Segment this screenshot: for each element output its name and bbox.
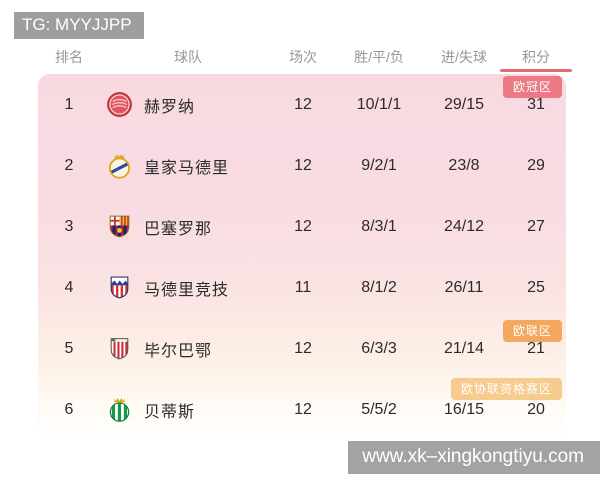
points-cell: 29 — [527, 156, 545, 174]
rank-cell: 1 — [64, 95, 74, 113]
girona-crest-icon — [107, 92, 132, 117]
table-row-atletico-madrid[interactable]: 4 马德里竞技 — [38, 257, 566, 318]
conference-league-zone-badge: 欧协联资格赛区 — [450, 378, 562, 400]
rank-cell: 2 — [64, 156, 74, 174]
header-points-label: 积分 — [522, 49, 550, 65]
team-name: 皇家马德里 — [144, 159, 230, 177]
header-win-draw-loss: 胜/平/负 — [354, 49, 404, 65]
header-points: 积分 — [500, 47, 572, 72]
table-row-real-madrid[interactable]: 2 皇家马德里 12 9/2/1 23/8 29 — [38, 135, 566, 196]
site-watermark: www.xk–xingkongtiyu.com — [348, 441, 600, 474]
team-name: 毕尔巴鄂 — [144, 342, 213, 360]
rank-cell: 5 — [64, 339, 74, 357]
barcelona-crest-icon — [109, 215, 130, 238]
played-cell: 12 — [294, 156, 312, 174]
played-cell: 12 — [294, 95, 312, 113]
goals-cell: 26/11 — [444, 278, 484, 296]
rank-cell: 3 — [64, 217, 74, 235]
wdl-cell: 10/1/1 — [356, 95, 402, 113]
team-name: 马德里竞技 — [144, 281, 230, 299]
played-cell: 12 — [294, 217, 312, 235]
telegram-watermark: TG: MYYJJPP — [14, 12, 144, 39]
goals-cell: 21/14 — [443, 339, 485, 357]
table-header-row: 排名 球队 场次 胜/平/负 进/失球 积分 — [38, 44, 572, 72]
wdl-cell: 8/3/1 — [361, 217, 397, 235]
europa-league-zone-badge: 欧联区 — [502, 320, 562, 342]
header-team: 球队 — [174, 49, 202, 65]
points-cell: 27 — [527, 217, 545, 235]
champions-league-zone-badge: 欧冠区 — [502, 76, 562, 98]
atletico-madrid-crest-icon — [110, 276, 129, 299]
header-rank: 排名 — [55, 49, 83, 65]
points-column-underline — [500, 69, 572, 72]
table-row-athletic-bilbao[interactable]: 欧联区 5 — [38, 318, 566, 379]
points-cell: 20 — [527, 400, 545, 418]
goals-cell: 16/15 — [443, 400, 485, 418]
played-cell: 12 — [294, 339, 312, 357]
header-played: 场次 — [289, 49, 317, 65]
real-madrid-crest-icon — [109, 154, 130, 179]
table-row-girona[interactable]: 欧冠区 1 赫罗纳 12 10/1/1 29/15 31 — [38, 74, 566, 135]
header-goals: 进/失球 — [441, 49, 487, 65]
wdl-cell: 8/1/2 — [361, 278, 397, 296]
real-betis-crest-icon — [109, 398, 130, 422]
points-cell: 25 — [527, 278, 545, 296]
team-name: 巴塞罗那 — [144, 220, 213, 238]
team-name: 贝蒂斯 — [144, 403, 196, 421]
athletic-bilbao-crest-icon — [110, 338, 129, 360]
played-cell: 11 — [294, 278, 312, 296]
rank-cell: 4 — [64, 278, 74, 296]
team-name: 赫罗纳 — [144, 98, 196, 116]
table-row-barcelona[interactable]: 3 — [38, 196, 566, 257]
goals-cell: 29/15 — [443, 95, 485, 113]
wdl-cell: 5/5/2 — [361, 400, 397, 418]
table-body: 欧冠区 1 赫罗纳 12 10/1/1 29/15 31 2 — [38, 74, 566, 440]
league-standings-table: 排名 球队 场次 胜/平/负 进/失球 积分 欧冠区 1 — [38, 44, 572, 440]
rank-cell: 6 — [64, 400, 74, 418]
points-cell: 21 — [527, 339, 545, 357]
goals-cell: 23/8 — [448, 156, 480, 174]
wdl-cell: 6/3/3 — [361, 339, 397, 357]
points-cell: 31 — [527, 95, 545, 113]
table-row-real-betis[interactable]: 欧协联资格赛区 6 贝蒂斯 — [38, 378, 566, 440]
goals-cell: 24/12 — [443, 217, 485, 235]
played-cell: 12 — [294, 400, 312, 418]
wdl-cell: 9/2/1 — [361, 156, 397, 174]
